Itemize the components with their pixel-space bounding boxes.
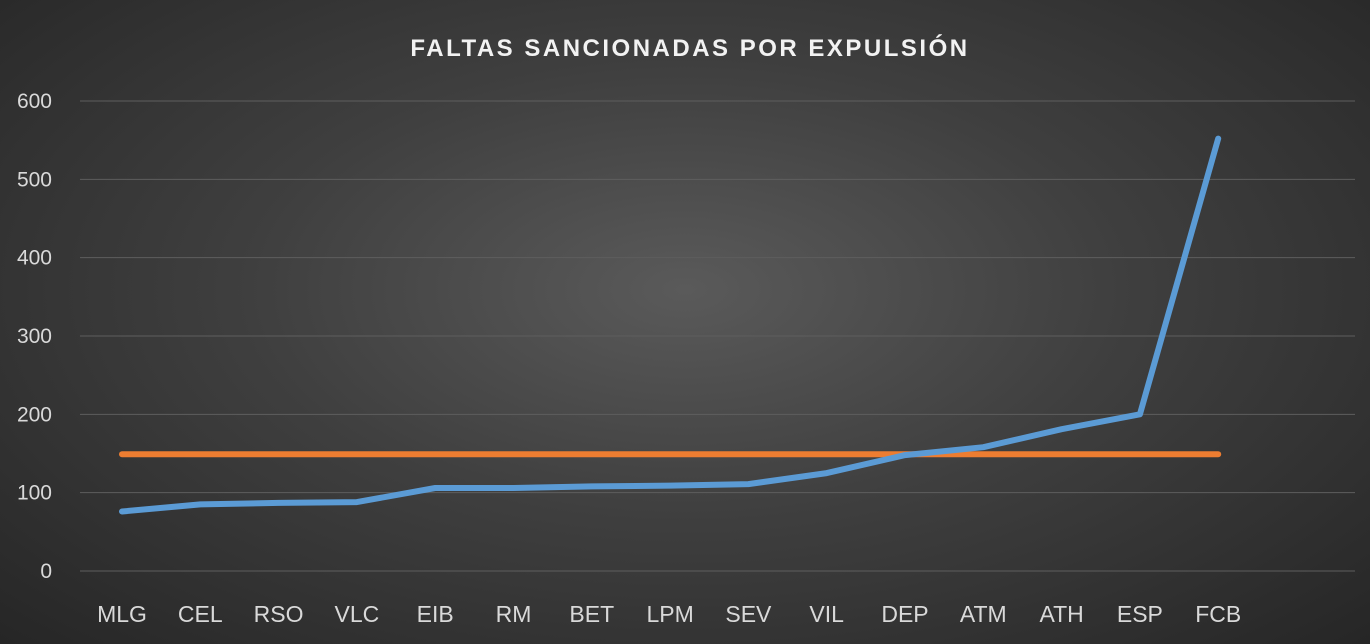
- y-tick-label: 400: [17, 247, 52, 270]
- gridlines: [80, 100, 1355, 572]
- x-category-label: VLC: [335, 601, 380, 627]
- y-axis-ticks: 0 100 200 300 400 500 600: [17, 90, 52, 583]
- x-category-label: DEP: [881, 601, 928, 627]
- y-tick-label: 100: [17, 482, 52, 505]
- x-axis-categories: MLG CEL RSO VLC EIB RM BET LPM SEV VIL DEP ATM ATH ES…: [97, 601, 1241, 627]
- series-line-1: [119, 135, 1222, 515]
- y-tick-label: 0: [40, 560, 52, 583]
- chart-title: FALTAS SANCIONADAS POR EXPULSIÓN: [410, 34, 969, 62]
- x-category-label: CEL: [178, 601, 223, 627]
- x-category-label: BET: [569, 601, 614, 627]
- x-category-label: VIL: [809, 601, 844, 627]
- x-category-label: ESP: [1117, 601, 1163, 627]
- x-category-label: FCB: [1195, 601, 1241, 627]
- x-category-label: ATM: [960, 601, 1007, 627]
- x-category-label: EIB: [417, 601, 454, 627]
- x-category-label: RSO: [254, 601, 304, 627]
- y-tick-label: 200: [17, 403, 52, 426]
- y-tick-label: 600: [17, 90, 52, 113]
- x-category-label: MLG: [97, 601, 147, 627]
- x-category-label: ATH: [1039, 601, 1083, 627]
- y-tick-label: 500: [17, 168, 52, 191]
- x-category-label: SEV: [725, 601, 772, 627]
- x-category-label: RM: [496, 601, 532, 627]
- x-category-label: LPM: [646, 601, 693, 627]
- series-lines: [119, 135, 1222, 515]
- y-tick-label: 300: [17, 325, 52, 348]
